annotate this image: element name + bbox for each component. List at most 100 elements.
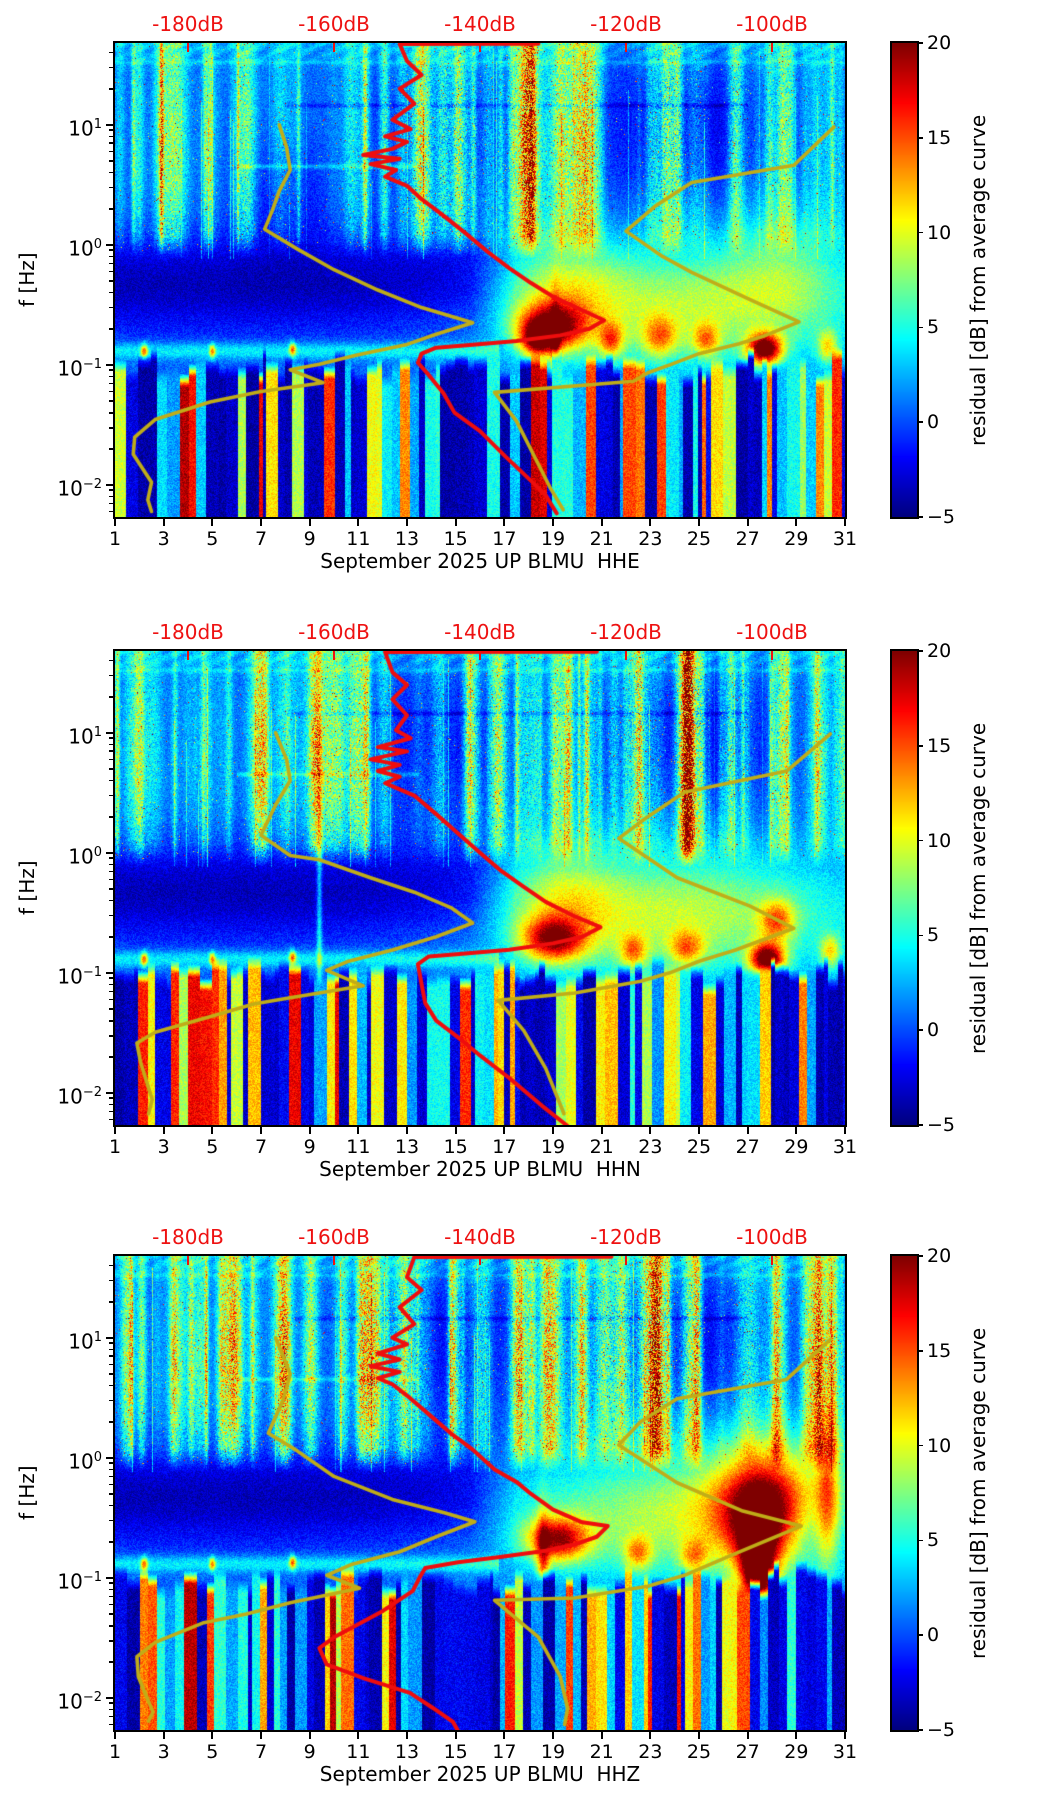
y-minor-tick bbox=[108, 695, 113, 698]
y-major-tick bbox=[106, 1576, 113, 1579]
y-minor-tick bbox=[108, 255, 113, 258]
y-major-tick bbox=[106, 851, 113, 854]
x-tick-label: 19 bbox=[540, 528, 566, 550]
colorbar-tick-label: 0 bbox=[927, 1624, 940, 1647]
y-tick-label: 10−2 bbox=[57, 476, 102, 501]
top-axis-db-label: -100dB bbox=[736, 12, 808, 36]
x-tick bbox=[649, 519, 652, 526]
y-minor-tick bbox=[108, 1348, 113, 1351]
y-major-tick bbox=[106, 123, 113, 126]
x-tick bbox=[795, 519, 798, 526]
x-tick-label: 29 bbox=[784, 1136, 809, 1158]
top-axis-db-label: -140dB bbox=[444, 12, 516, 36]
colorbar-tick bbox=[917, 136, 923, 139]
top-axis-red-tick bbox=[624, 651, 628, 660]
x-tick-label: 29 bbox=[784, 528, 809, 550]
y-minor-tick bbox=[108, 87, 113, 90]
y-minor-tick bbox=[108, 1355, 113, 1358]
top-axis-red-tick bbox=[186, 43, 190, 52]
y-minor-tick bbox=[108, 171, 113, 174]
y-minor-tick bbox=[108, 142, 113, 145]
colorbar-tick bbox=[917, 1444, 923, 1447]
top-axis-red-tick bbox=[332, 1256, 336, 1265]
x-tick bbox=[746, 519, 749, 526]
top-axis-db-label: -140dB bbox=[444, 1225, 516, 1249]
y-minor-tick bbox=[108, 768, 113, 770]
top-axis-db-label: -140dB bbox=[444, 620, 516, 644]
x-tick-label: 1 bbox=[108, 1741, 122, 1763]
y-minor-tick bbox=[108, 1519, 113, 1522]
top-axis-red-tick bbox=[478, 651, 482, 660]
y-minor-tick bbox=[108, 935, 113, 938]
x-tick-label: 27 bbox=[735, 1741, 760, 1763]
x-tick-label: 13 bbox=[394, 1741, 420, 1763]
x-tick-label: 9 bbox=[303, 528, 316, 550]
x-tick bbox=[114, 519, 116, 526]
top-axis-red-tick bbox=[186, 1256, 190, 1265]
y-minor-tick bbox=[108, 1034, 113, 1037]
x-tick bbox=[503, 1732, 506, 1739]
y-minor-tick bbox=[108, 1475, 113, 1478]
x-axis-title: September 2025 UP BLMU HHE bbox=[320, 549, 640, 573]
top-axis-red-tick bbox=[770, 43, 774, 52]
y-minor-tick bbox=[108, 878, 113, 881]
x-tick-label: 17 bbox=[492, 528, 517, 550]
x-tick bbox=[162, 1127, 165, 1134]
y-axis-title: f [Hz] bbox=[15, 252, 39, 308]
colorbar bbox=[890, 1254, 919, 1732]
y-minor-tick bbox=[108, 270, 113, 273]
y-tick-label: 101 bbox=[68, 116, 102, 141]
colorbar-tick-label: 20 bbox=[927, 640, 952, 662]
x-tick bbox=[698, 1127, 700, 1134]
x-tick-label: 27 bbox=[735, 528, 760, 550]
y-major-tick bbox=[106, 731, 113, 734]
y-minor-tick bbox=[108, 1483, 113, 1486]
y-minor-tick bbox=[108, 489, 113, 492]
x-tick-label: 31 bbox=[832, 1741, 858, 1763]
x-tick-label: 31 bbox=[832, 1136, 858, 1158]
y-minor-tick bbox=[108, 1118, 113, 1121]
colorbar-tick-label: 5 bbox=[927, 316, 940, 339]
y-minor-tick bbox=[108, 1603, 113, 1606]
spectrogram-axes bbox=[113, 41, 847, 519]
y-minor-tick bbox=[108, 914, 113, 917]
top-axis-red-tick bbox=[624, 1256, 628, 1265]
y-minor-tick bbox=[108, 207, 113, 210]
x-tick bbox=[844, 1127, 846, 1134]
y-minor-tick bbox=[108, 977, 113, 980]
y-tick-label: 10−1 bbox=[57, 356, 102, 381]
x-tick bbox=[649, 1127, 652, 1134]
y-minor-tick bbox=[108, 1097, 113, 1100]
y-minor-tick bbox=[108, 1055, 113, 1058]
y-minor-tick bbox=[108, 129, 113, 132]
spectrogram-canvas bbox=[115, 43, 845, 517]
x-tick-label: 15 bbox=[443, 1136, 468, 1158]
y-tick-label: 10−1 bbox=[57, 964, 102, 989]
y-minor-tick bbox=[108, 327, 113, 330]
x-tick bbox=[454, 519, 457, 526]
y-minor-tick bbox=[108, 375, 113, 378]
y-minor-tick bbox=[108, 262, 113, 265]
y-minor-tick bbox=[108, 382, 113, 385]
y-minor-tick bbox=[108, 870, 113, 873]
top-axis-red-tick bbox=[332, 43, 336, 52]
colorbar-tick bbox=[917, 1539, 923, 1542]
x-tick-label: 17 bbox=[492, 1741, 517, 1763]
spectrogram-canvas bbox=[115, 1256, 845, 1730]
x-axis-title: September 2025 UP BLMU HHN bbox=[319, 1157, 641, 1181]
y-minor-tick bbox=[108, 990, 113, 993]
y-minor-tick bbox=[108, 150, 113, 153]
x-tick-label: 25 bbox=[686, 1741, 712, 1763]
colorbar-tick bbox=[917, 1634, 923, 1637]
x-tick bbox=[698, 519, 700, 526]
x-tick-label: 1 bbox=[108, 528, 122, 550]
colorbar-tick bbox=[917, 1124, 923, 1126]
y-major-tick bbox=[106, 971, 113, 974]
colorbar bbox=[890, 41, 919, 519]
x-tick bbox=[503, 1127, 506, 1134]
x-tick-label: 3 bbox=[157, 528, 170, 550]
y-major-tick bbox=[106, 483, 113, 486]
colorbar-tick bbox=[917, 326, 923, 329]
x-tick bbox=[260, 1127, 262, 1134]
top-axis-db-label: -160dB bbox=[298, 1225, 370, 1249]
